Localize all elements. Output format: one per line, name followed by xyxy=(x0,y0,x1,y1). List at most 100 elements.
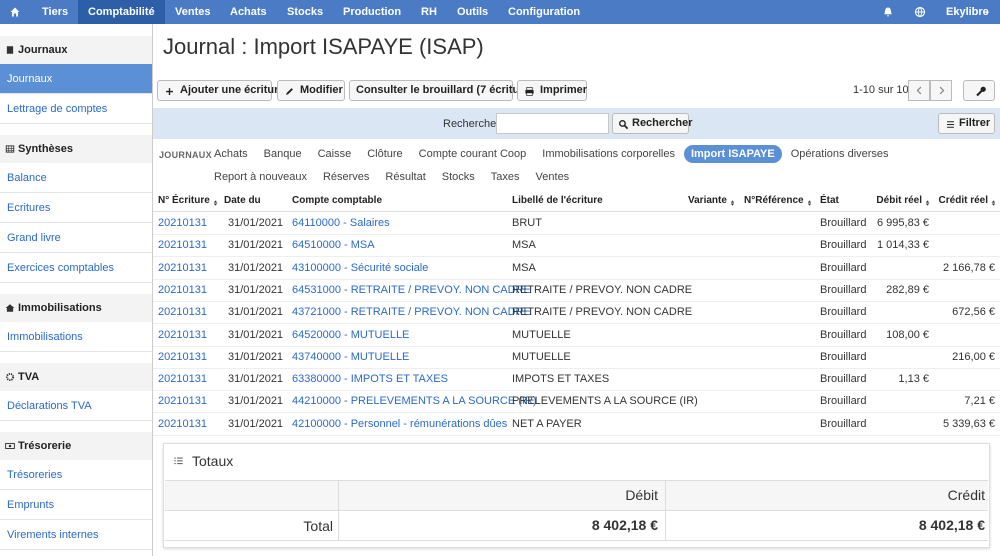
journal-pill[interactable]: Caisse xyxy=(317,148,352,160)
column-header[interactable]: Crédit réel xyxy=(917,193,997,209)
account[interactable]: 42100000 - Personnel - rémunérations dûe… xyxy=(292,417,508,430)
search-input[interactable] xyxy=(496,113,609,134)
sidebar xyxy=(0,24,153,556)
entry-number[interactable]: 20210131 xyxy=(158,306,207,319)
sidebar-link[interactable]: Balance xyxy=(0,163,152,193)
label: MUTUELLE xyxy=(512,328,571,341)
column-header[interactable]: État xyxy=(820,193,839,209)
journal-pill[interactable]: Compte courant Coop xyxy=(418,148,527,160)
journal-pill[interactable]: Taxes xyxy=(490,171,520,183)
totals-divider xyxy=(665,480,666,540)
nav-item[interactable]: Stocks xyxy=(287,6,324,18)
account[interactable]: 64520000 - MUTUELLE xyxy=(292,328,410,341)
journal-pill[interactable]: Stocks xyxy=(441,171,475,183)
page-title: Journal : Import ISAPAYE (ISAP) xyxy=(163,34,484,59)
account[interactable]: 64531000 - RETRAITE / PREVOY. NON CADRE xyxy=(292,283,531,296)
entry-number[interactable]: 20210131 xyxy=(158,239,207,252)
account[interactable]: 43100000 - Sécurité sociale xyxy=(292,261,429,274)
entry-number[interactable]: 20210131 xyxy=(158,350,207,363)
sidebar-link[interactable]: Journaux xyxy=(0,64,152,94)
sidebar-link[interactable]: Déclarations TVA xyxy=(0,391,152,421)
journal-pill[interactable]: Import ISAPAYE xyxy=(683,145,782,163)
journal-pill[interactable]: Réserves xyxy=(322,171,370,183)
column-header[interactable]: Libellé de l'écriture xyxy=(512,193,603,209)
row-divider xyxy=(153,390,1000,392)
nav-item[interactable]: Ventes xyxy=(175,6,211,18)
column-header[interactable]: N° Écriture xyxy=(158,193,218,209)
entry-date: 31/01/2021 xyxy=(228,417,284,430)
entry-number[interactable]: 20210131 xyxy=(158,417,207,430)
nav-item[interactable]: Comptabilité xyxy=(78,0,165,24)
column-header-text: Libellé de l'écriture xyxy=(512,195,603,206)
column-header[interactable]: Variante xyxy=(688,193,735,209)
totals-column-header: Crédit xyxy=(947,487,985,503)
account[interactable]: 44210000 - PRELEVEMENTS A LA SOURCE (IR) xyxy=(292,395,537,408)
journal-pill[interactable]: Opérations diverses xyxy=(790,148,889,160)
sidebar-link[interactable]: Grand livre xyxy=(0,223,152,253)
column-header[interactable]: Débit réel xyxy=(851,193,931,209)
entry-date: 31/01/2021 xyxy=(228,328,284,341)
journal-pill[interactable]: Résultat xyxy=(385,171,426,183)
journal-pill[interactable]: Achats xyxy=(214,148,248,160)
column-header[interactable]: Date du xyxy=(224,193,261,209)
nav-item[interactable]: Tiers xyxy=(42,6,69,18)
filter-button[interactable]: Filtrer xyxy=(938,113,995,134)
nav-item[interactable]: Configuration xyxy=(508,6,581,18)
entry-number[interactable]: 20210131 xyxy=(158,217,207,229)
account[interactable]: 64510000 - MSA xyxy=(292,239,375,252)
account[interactable]: 64110000 - Salaires xyxy=(292,217,390,229)
icon-svg xyxy=(947,121,954,128)
entry-number[interactable]: 20210131 xyxy=(158,283,207,296)
sidebar-section-header: Trésorerie xyxy=(0,432,152,460)
search-button[interactable]: Rechercher xyxy=(612,113,693,134)
journal-pill[interactable]: Immobilisations corporelles xyxy=(542,148,675,160)
icon-svg xyxy=(925,200,930,206)
nav-item[interactable]: Achats xyxy=(230,6,267,18)
sidebar-link[interactable]: Ecritures xyxy=(0,193,152,223)
toolbar-button[interactable]: Ajouter une écriture xyxy=(157,80,285,101)
toolbar-button[interactable]: Consulter le brouillard (7 écritures) xyxy=(349,80,539,101)
section-icon xyxy=(5,303,15,313)
sidebar-link[interactable]: Emprunts xyxy=(0,490,152,520)
sidebar-link[interactable]: Virements internes xyxy=(0,520,152,550)
account[interactable]: 43721000 - RETRAITE / PREVOY. NON CADRE xyxy=(292,306,531,319)
entry-number[interactable]: 20210131 xyxy=(158,373,207,386)
sidebar-section-header: Immobilisations xyxy=(0,294,152,322)
entry-number[interactable]: 20210131 xyxy=(158,395,207,408)
icon-svg xyxy=(730,200,735,206)
pagination-button[interactable] xyxy=(930,80,952,101)
row-divider xyxy=(153,434,1000,436)
pagination-button[interactable] xyxy=(908,80,930,101)
debit: 1 014,33 € xyxy=(877,239,929,252)
journal-pill[interactable]: Report à nouveaux xyxy=(214,171,307,183)
sidebar-link[interactable]: Lettrage de comptes xyxy=(0,94,152,124)
row-divider xyxy=(153,278,1000,280)
search-label: Rechercher xyxy=(443,118,500,130)
account[interactable]: 63380000 - IMPOTS ET TAXES xyxy=(292,373,448,386)
top-nav xyxy=(0,0,1000,24)
journal-pill[interactable]: Ventes xyxy=(535,171,570,183)
nav-item[interactable]: Production xyxy=(343,6,402,18)
journal-pill[interactable]: Banque xyxy=(263,148,302,160)
column-header[interactable]: N°Référence xyxy=(744,193,811,209)
toolbar-button[interactable]: Imprimer xyxy=(517,80,587,101)
nav-item[interactable]: RH xyxy=(421,6,437,18)
arrow-icon xyxy=(936,85,947,96)
toolbar-button[interactable]: Modifier xyxy=(277,80,345,101)
sidebar-link[interactable]: Trésoreries xyxy=(0,460,152,490)
column-header-text: État xyxy=(820,195,839,206)
icon-svg xyxy=(985,12,989,14)
entry-number[interactable]: 20210131 xyxy=(158,328,207,341)
entry-number[interactable]: 20210131 xyxy=(158,261,207,274)
sidebar-link[interactable]: Exercices comptables xyxy=(0,253,152,283)
sidebar-link[interactable]: Immobilisations xyxy=(0,322,152,352)
bell-icon xyxy=(882,6,894,18)
credit: 2 166,78 € xyxy=(943,261,995,274)
icon-svg xyxy=(5,372,15,382)
account[interactable]: 43740000 - MUTUELLE xyxy=(292,350,410,363)
user-menu[interactable]: Ekylibre xyxy=(946,6,989,18)
settings-button[interactable] xyxy=(963,80,995,101)
column-header[interactable]: Compte comptable xyxy=(292,193,382,209)
journal-pill[interactable]: Clôture xyxy=(367,148,403,160)
nav-item[interactable]: Outils xyxy=(457,6,489,18)
